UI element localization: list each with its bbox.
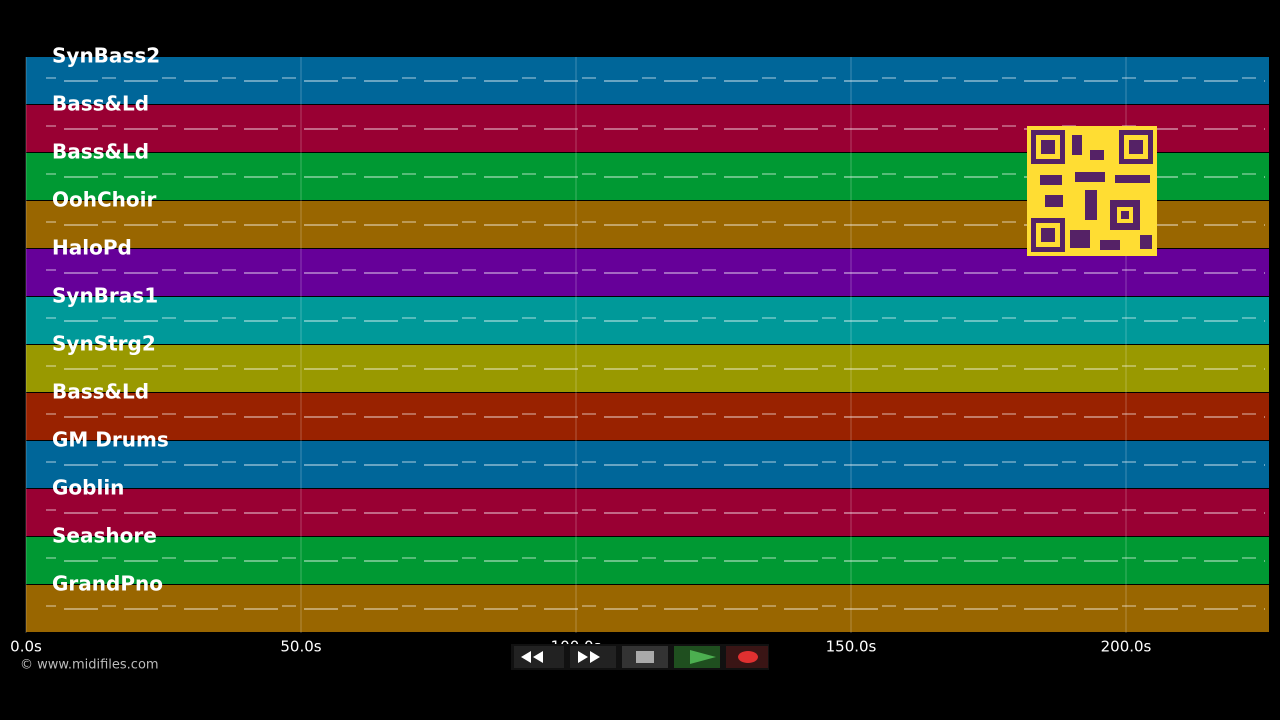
track-notes [46, 585, 1265, 632]
track-name: OohChoir [52, 188, 156, 212]
time-tick-label: 200.0s [1101, 638, 1152, 656]
play-button[interactable] [674, 646, 720, 668]
track-name: GM Drums [52, 428, 169, 452]
track-name: SynBras1 [52, 284, 158, 308]
track-notes [46, 441, 1265, 488]
track-name: GrandPno [52, 572, 163, 596]
track-name: HaloPd [52, 236, 132, 260]
track-notes [46, 345, 1265, 392]
transport-controls [511, 644, 769, 670]
time-tick-label: 150.0s [826, 638, 877, 656]
forward-button[interactable] [570, 646, 616, 668]
time-tick-label: 0.0s [10, 638, 42, 656]
track-name: SynStrg2 [52, 332, 156, 356]
track-name: Bass&Ld [52, 140, 149, 164]
track-notes [46, 249, 1265, 296]
track-notes [46, 297, 1265, 344]
credit: © www.midifiles.com [20, 658, 159, 673]
track-name: Bass&Ld [52, 380, 149, 404]
track-notes [46, 393, 1265, 440]
rewind-button[interactable] [514, 646, 564, 668]
track-name: SynBass2 [52, 44, 160, 68]
stop-button[interactable] [622, 646, 668, 668]
time-tick-label: 50.0s [280, 638, 321, 656]
track-notes [46, 57, 1265, 104]
record-button[interactable] [726, 646, 768, 668]
track-notes [46, 537, 1265, 584]
track-notes [46, 489, 1265, 536]
track-list [26, 57, 1269, 632]
track-name: Bass&Ld [52, 92, 149, 116]
track-name: Goblin [52, 476, 124, 500]
track-names: SynBass2 Bass&Ld Bass&Ld OohChoir HaloPd SynB… [52, 44, 169, 596]
qr-code [1027, 126, 1157, 256]
track-name: Seashore [52, 524, 157, 548]
